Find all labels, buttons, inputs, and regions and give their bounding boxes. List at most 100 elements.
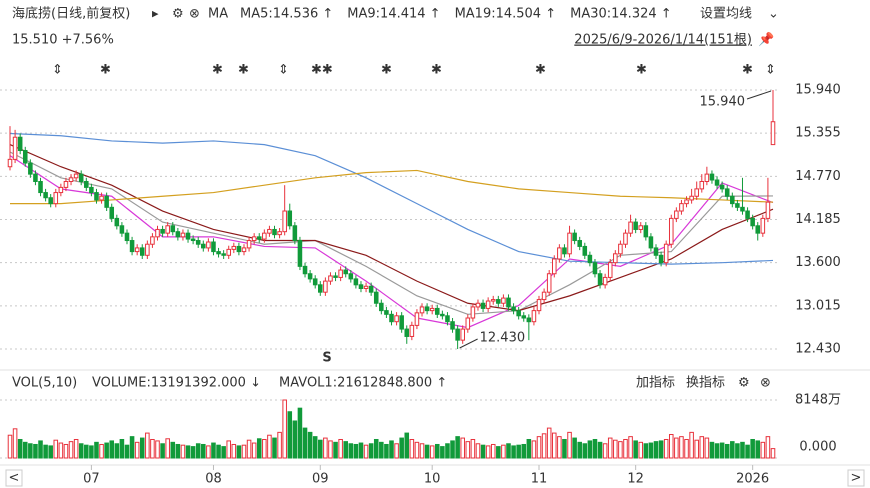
- candle-body: [445, 315, 450, 323]
- event-marker[interactable]: ⇕: [52, 63, 63, 78]
- candle-body: [694, 188, 699, 197]
- candle-body: [84, 180, 89, 188]
- volume-bar: [496, 446, 501, 459]
- candle-body: [434, 307, 440, 315]
- volume-bar: [419, 443, 425, 459]
- candle-body: [323, 280, 328, 293]
- y-tick-label: 14.770: [795, 169, 841, 184]
- volume-bar: [155, 440, 160, 459]
- candle-body: [384, 310, 389, 315]
- volume-bar: [226, 440, 232, 459]
- volume-bar: [175, 443, 181, 459]
- volume-bar: [511, 445, 516, 459]
- scroll-right-icon[interactable]: >: [851, 471, 862, 486]
- candle-body: [735, 203, 740, 208]
- candle-body: [526, 317, 532, 323]
- volume-bar: [765, 436, 771, 459]
- candle-body: [58, 186, 64, 194]
- candle-body: [633, 221, 638, 230]
- scroll-right[interactable]: [847, 469, 865, 487]
- dropdown-icon[interactable]: ⌄: [768, 7, 779, 22]
- volume-bar: [745, 444, 750, 459]
- candle-body: [348, 273, 354, 280]
- volume-bar: [348, 443, 354, 459]
- candle-body: [719, 184, 725, 190]
- pin-icon[interactable]: 📌: [758, 31, 774, 48]
- volume-bar: [536, 436, 542, 459]
- volume-bar: [48, 445, 53, 459]
- candle-body: [699, 180, 705, 190]
- candle-body: [318, 284, 323, 293]
- volume-bar: [73, 438, 79, 459]
- volume-bar: [302, 427, 308, 459]
- candle-body: [674, 210, 679, 219]
- close-icon[interactable]: ⊗: [760, 376, 771, 391]
- ma-line: [9, 144, 774, 312]
- expand-icon[interactable]: ▸: [152, 7, 159, 22]
- ma-line: [9, 132, 774, 265]
- volume-bar: [114, 443, 120, 459]
- event-marker[interactable]: ✱: [381, 63, 392, 78]
- ma-toggle[interactable]: MA: [208, 7, 228, 22]
- volume-bar: [668, 434, 674, 459]
- volume-bar: [567, 431, 572, 459]
- candle-body: [501, 297, 506, 304]
- event-marker[interactable]: ✱: [535, 63, 546, 78]
- event-marker[interactable]: ✱: [100, 63, 111, 78]
- event-marker[interactable]: ✱✱: [311, 63, 333, 78]
- event-marker[interactable]: ⇕: [278, 63, 289, 78]
- volume-bar: [363, 444, 369, 459]
- candle-body: [73, 173, 79, 179]
- volume-bar: [628, 436, 633, 459]
- volume-bar: [460, 437, 465, 459]
- volume-bar: [150, 438, 155, 459]
- candle-body: [17, 136, 23, 152]
- event-marker[interactable]: ⇕: [765, 63, 776, 78]
- volume-bar: [68, 441, 74, 459]
- event-marker[interactable]: ✱: [238, 63, 249, 78]
- event-marker[interactable]: ✱: [636, 63, 647, 78]
- volume-bar: [373, 438, 379, 459]
- volume-bar: [17, 438, 23, 459]
- volume-bar: [719, 442, 725, 459]
- change-indicator[interactable]: 换指标: [686, 376, 725, 391]
- candle-body: [307, 273, 313, 280]
- candle-body: [490, 299, 496, 302]
- annotation-high: 15.940: [700, 95, 746, 110]
- candle-body: [368, 285, 374, 293]
- volume-bar: [643, 443, 649, 459]
- volume-bar: [251, 442, 257, 459]
- candle-body: [134, 247, 140, 253]
- volume-bar: [709, 441, 715, 459]
- candle-body: [765, 201, 771, 219]
- settings-icon[interactable]: ⚙: [172, 7, 184, 22]
- volume-bar: [557, 436, 562, 459]
- candle-body: [643, 225, 649, 238]
- volume-bar: [587, 440, 593, 459]
- signal-marker[interactable]: S: [322, 351, 331, 366]
- candle-body: [190, 238, 196, 242]
- candle-body: [287, 210, 293, 227]
- volume-bar: [211, 442, 216, 459]
- event-marker[interactable]: ✱: [431, 63, 442, 78]
- candle-body: [409, 324, 415, 337]
- ma-settings[interactable]: 设置均线: [700, 7, 752, 22]
- settings-icon[interactable]: ⚙: [738, 376, 750, 391]
- add-indicator[interactable]: 加指标: [636, 376, 675, 391]
- candle-body: [536, 299, 542, 312]
- volume-title: VOL(5,10): [12, 376, 77, 391]
- ma-legend: MA30:14.324 ↑: [570, 7, 672, 22]
- volume-bar: [58, 442, 64, 459]
- scroll-left[interactable]: [5, 469, 23, 487]
- close-icon[interactable]: ⊗: [189, 7, 200, 22]
- volume-bar: [760, 441, 766, 459]
- event-marker[interactable]: ✱: [212, 63, 223, 78]
- volume-bar: [89, 445, 94, 459]
- candle-body: [160, 228, 165, 234]
- event-marker[interactable]: ✱: [742, 63, 753, 78]
- date-range[interactable]: 2025/6/9-2026/1/14(151根): [574, 33, 752, 48]
- candle-body: [496, 299, 501, 304]
- scroll-left-icon[interactable]: <: [9, 471, 20, 486]
- volume-bar: [714, 443, 720, 459]
- volume-bar: [53, 439, 59, 459]
